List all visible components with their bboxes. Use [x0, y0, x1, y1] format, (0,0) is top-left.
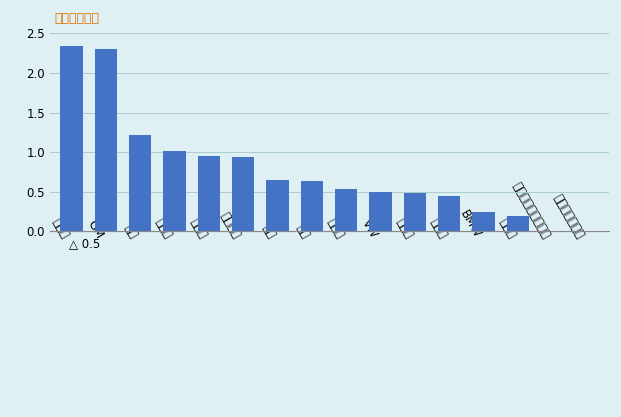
Bar [404, 193, 426, 231]
Bar [163, 151, 186, 231]
Bar [576, 231, 598, 243]
Bar [266, 180, 289, 231]
Bar [197, 156, 220, 231]
Bar [232, 157, 255, 231]
Bar [129, 135, 152, 231]
Bar [438, 196, 461, 231]
Text: （ポイント）: （ポイント） [55, 13, 99, 25]
Bar [60, 46, 83, 231]
Bar [301, 181, 323, 231]
Bar [95, 49, 117, 231]
Bar [335, 188, 358, 231]
Text: △ 0.5: △ 0.5 [70, 237, 101, 250]
Bar [507, 216, 529, 231]
Bar [473, 212, 495, 231]
Bar [369, 192, 392, 231]
